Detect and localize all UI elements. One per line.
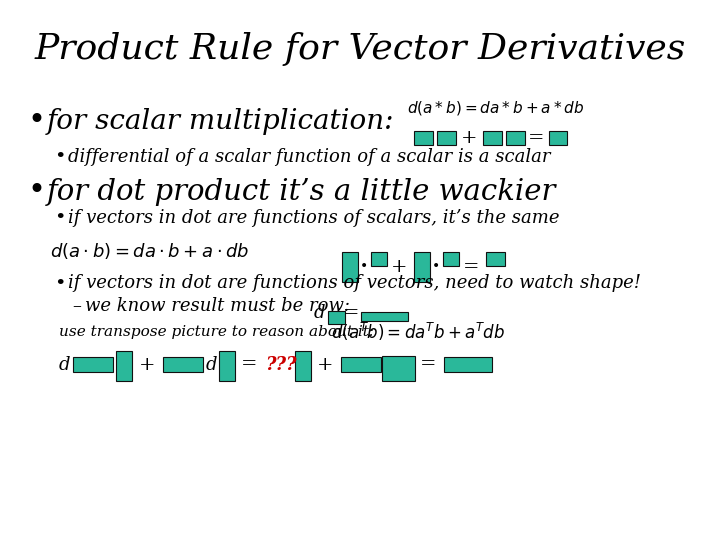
Text: $d(a \cdot b) = da \cdot b + a \cdot db$: $d(a \cdot b) = da \cdot b + a \cdot db$ <box>50 241 250 261</box>
Text: if vectors in dot are functions of vectors, need to watch shape!: if vectors in dot are functions of vecto… <box>68 274 642 293</box>
Bar <box>163 357 203 372</box>
Bar <box>486 252 505 266</box>
Bar <box>219 351 235 381</box>
Text: d: d <box>206 355 217 374</box>
Bar <box>506 131 525 145</box>
Text: •: • <box>359 260 368 274</box>
Text: =: = <box>343 304 359 322</box>
Text: –: – <box>72 297 81 315</box>
Bar <box>444 357 492 372</box>
Bar <box>549 131 567 145</box>
Bar <box>414 252 430 282</box>
Text: $d(a*b) = da*b + a*db$: $d(a*b) = da*b + a*db$ <box>407 99 584 117</box>
Text: •: • <box>431 260 440 274</box>
Bar <box>414 131 433 145</box>
Text: •: • <box>27 176 45 207</box>
Bar <box>295 351 311 381</box>
Text: =: = <box>420 355 436 374</box>
Text: =: = <box>528 129 544 147</box>
Text: +: + <box>140 355 156 374</box>
Text: if vectors in dot are functions of scalars, it’s the same: if vectors in dot are functions of scala… <box>68 208 560 227</box>
Text: •: • <box>54 274 66 293</box>
Bar <box>328 311 345 324</box>
Text: •: • <box>27 106 45 137</box>
Text: for dot product it’s a little wackier: for dot product it’s a little wackier <box>47 178 556 206</box>
Bar <box>371 252 387 266</box>
Text: we know result must be row:: we know result must be row: <box>85 297 350 315</box>
Text: d: d <box>59 355 71 374</box>
Text: for scalar multiplication:: for scalar multiplication: <box>47 108 395 135</box>
Text: d: d <box>313 304 325 322</box>
Text: +: + <box>318 355 333 374</box>
Text: =: = <box>241 355 257 374</box>
Text: Product Rule for Vector Derivatives: Product Rule for Vector Derivatives <box>35 32 685 65</box>
Text: use transpose picture to reason about it:: use transpose picture to reason about it… <box>59 325 374 339</box>
Bar <box>341 357 381 372</box>
Text: +: + <box>392 258 408 276</box>
Text: =: = <box>464 258 480 276</box>
Text: ???: ??? <box>265 355 297 374</box>
Bar <box>361 312 408 321</box>
Text: •: • <box>54 208 66 227</box>
Bar <box>483 131 502 145</box>
Bar <box>437 131 456 145</box>
Text: •: • <box>54 147 66 166</box>
Text: $d(a^T b) = da^T b + a^T db$: $d(a^T b) = da^T b + a^T db$ <box>331 321 505 343</box>
Text: differential of a scalar function of a scalar is a scalar: differential of a scalar function of a s… <box>68 147 551 166</box>
Bar <box>382 356 415 381</box>
Bar <box>116 351 132 381</box>
Bar <box>342 252 358 282</box>
Bar <box>443 252 459 266</box>
Bar <box>73 357 113 372</box>
Text: +: + <box>461 129 477 147</box>
